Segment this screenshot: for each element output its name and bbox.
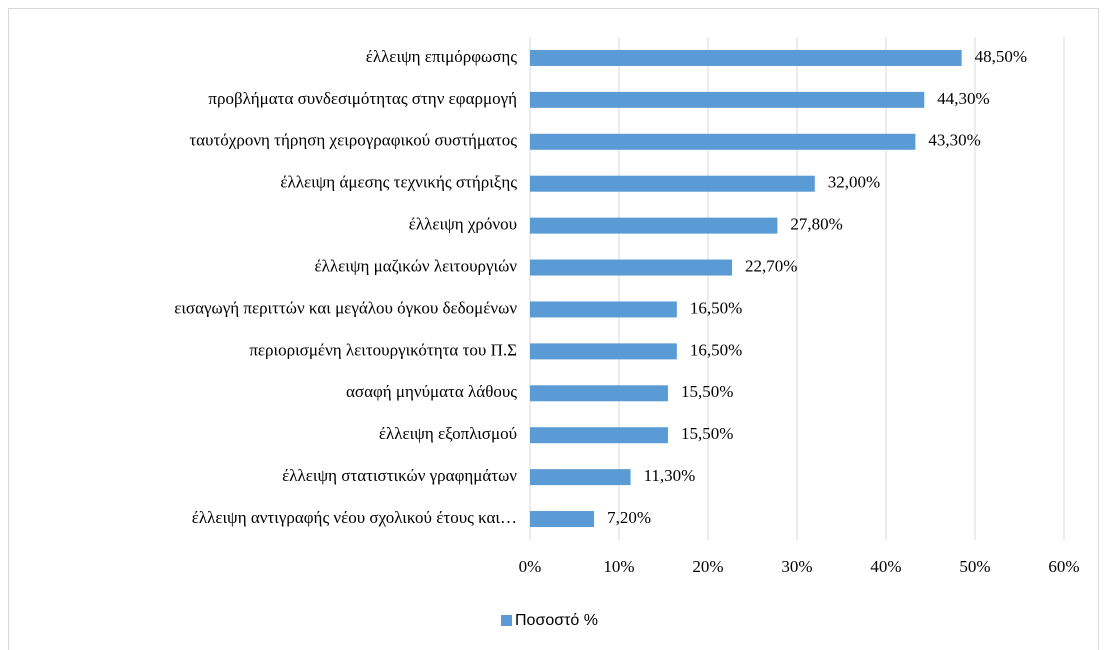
value-label: 22,70% bbox=[745, 256, 797, 275]
value-label: 32,00% bbox=[828, 173, 880, 192]
value-label: 16,50% bbox=[690, 340, 742, 359]
bar bbox=[530, 91, 925, 108]
chart-border bbox=[8, 8, 1099, 650]
y-tick-label: έλλειψη αντιγραφής νέου σχολικού έτους κ… bbox=[192, 508, 517, 527]
value-label: 44,30% bbox=[937, 89, 989, 108]
value-label: 43,30% bbox=[928, 131, 980, 150]
value-label: 7,20% bbox=[607, 508, 651, 527]
y-tick-label: εισαγωγή περιττών και μεγάλου όγκου δεδο… bbox=[174, 298, 517, 317]
bar bbox=[530, 175, 815, 192]
value-label: 16,50% bbox=[690, 298, 742, 317]
bar bbox=[530, 49, 962, 66]
value-label: 27,80% bbox=[790, 215, 842, 234]
bar bbox=[530, 217, 778, 234]
y-tick-label: έλλειψη στατιστικών γραφημάτων bbox=[282, 466, 517, 485]
x-tick-label: 50% bbox=[959, 557, 990, 576]
bar bbox=[530, 133, 916, 150]
y-tick-label: έλλειψη εξοπλισμού bbox=[379, 424, 517, 443]
y-tick-label: έλλειψη χρόνου bbox=[409, 215, 517, 234]
y-tick-label: ασαφή μηνύματα λάθους bbox=[346, 382, 517, 401]
y-tick-label: έλλειψη άμεσης τεχνικής στήριξης bbox=[280, 173, 517, 192]
value-label: 15,50% bbox=[681, 382, 733, 401]
x-tick-label: 60% bbox=[1048, 557, 1079, 576]
bar bbox=[530, 259, 733, 276]
bar bbox=[530, 511, 595, 528]
bar bbox=[530, 343, 677, 360]
value-label: 11,30% bbox=[644, 466, 696, 485]
x-tick-label: 0% bbox=[519, 557, 542, 576]
bar bbox=[530, 469, 631, 486]
y-tick-label: προβλήματα συνδεσιμότητας στην εφαρμογή bbox=[208, 89, 517, 108]
y-tick-label: έλλειψη επιμόρφωσης bbox=[366, 47, 518, 66]
x-tick-label: 40% bbox=[870, 557, 901, 576]
value-label: 48,50% bbox=[975, 47, 1027, 66]
value-label: 15,50% bbox=[681, 424, 733, 443]
y-tick-label: έλλειψη μαζικών λειτουργιών bbox=[315, 256, 518, 275]
x-tick-label: 10% bbox=[603, 557, 634, 576]
x-tick-label: 30% bbox=[781, 557, 812, 576]
bar bbox=[530, 427, 668, 444]
y-tick-label: περιορισμένη λειτουργικότητα του Π.Σ bbox=[249, 340, 517, 359]
bar bbox=[530, 385, 668, 402]
legend-label: Ποσοστό % bbox=[515, 612, 598, 629]
legend-swatch bbox=[501, 615, 512, 626]
x-tick-label: 20% bbox=[692, 557, 723, 576]
bar bbox=[530, 301, 677, 318]
y-tick-label: ταυτόχρονη τήρηση χειρογραφικού συστήματ… bbox=[189, 131, 517, 150]
